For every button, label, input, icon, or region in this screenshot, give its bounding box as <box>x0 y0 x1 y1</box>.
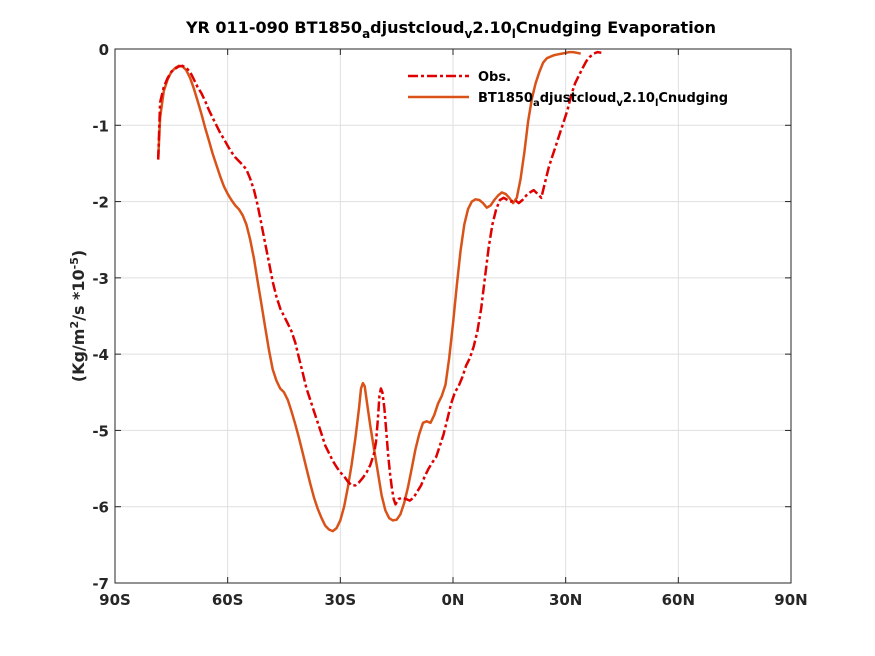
x-tick-label: 60S <box>212 591 244 609</box>
legend-label-obs: Obs. <box>478 70 511 85</box>
x-tick-label: 0N <box>442 591 465 609</box>
y-tick-label: -3 <box>92 270 109 288</box>
legend-label-model: BT1850adjustcloudv2.10lCnudging <box>478 91 728 109</box>
y-tick-label: -2 <box>92 194 109 212</box>
series-line-obs <box>156 50 602 506</box>
chart-title: YR 011-090 BT1850adjustcloudv2.10lCnudgi… <box>185 18 716 41</box>
legend: Obs. BT1850adjustcloudv2.10lCnudging <box>408 70 728 109</box>
x-tick-label: 90N <box>774 591 807 609</box>
x-tick-label: 60N <box>662 591 695 609</box>
x-tick-label: 30N <box>549 591 582 609</box>
y-axis-ticks: 0 -1 -2 -3 -4 -5 -6 -7 <box>92 41 791 593</box>
series-line-model <box>156 50 581 533</box>
x-tick-label: 90S <box>99 591 131 609</box>
y-axis-label: (Kg/m2/s *10-5) <box>68 250 88 382</box>
y-tick-label: -4 <box>92 346 109 364</box>
y-tick-label: -7 <box>92 575 109 593</box>
y-tick-label: -5 <box>92 422 109 440</box>
x-tick-label: 30S <box>324 591 356 609</box>
y-tick-label: -1 <box>92 117 109 135</box>
x-axis-ticks: 90S 60S 30S 0N 30N 60N 90N <box>99 49 808 609</box>
y-tick-label: 0 <box>99 41 109 59</box>
y-tick-label: -6 <box>92 499 109 517</box>
plot-series <box>156 50 602 533</box>
